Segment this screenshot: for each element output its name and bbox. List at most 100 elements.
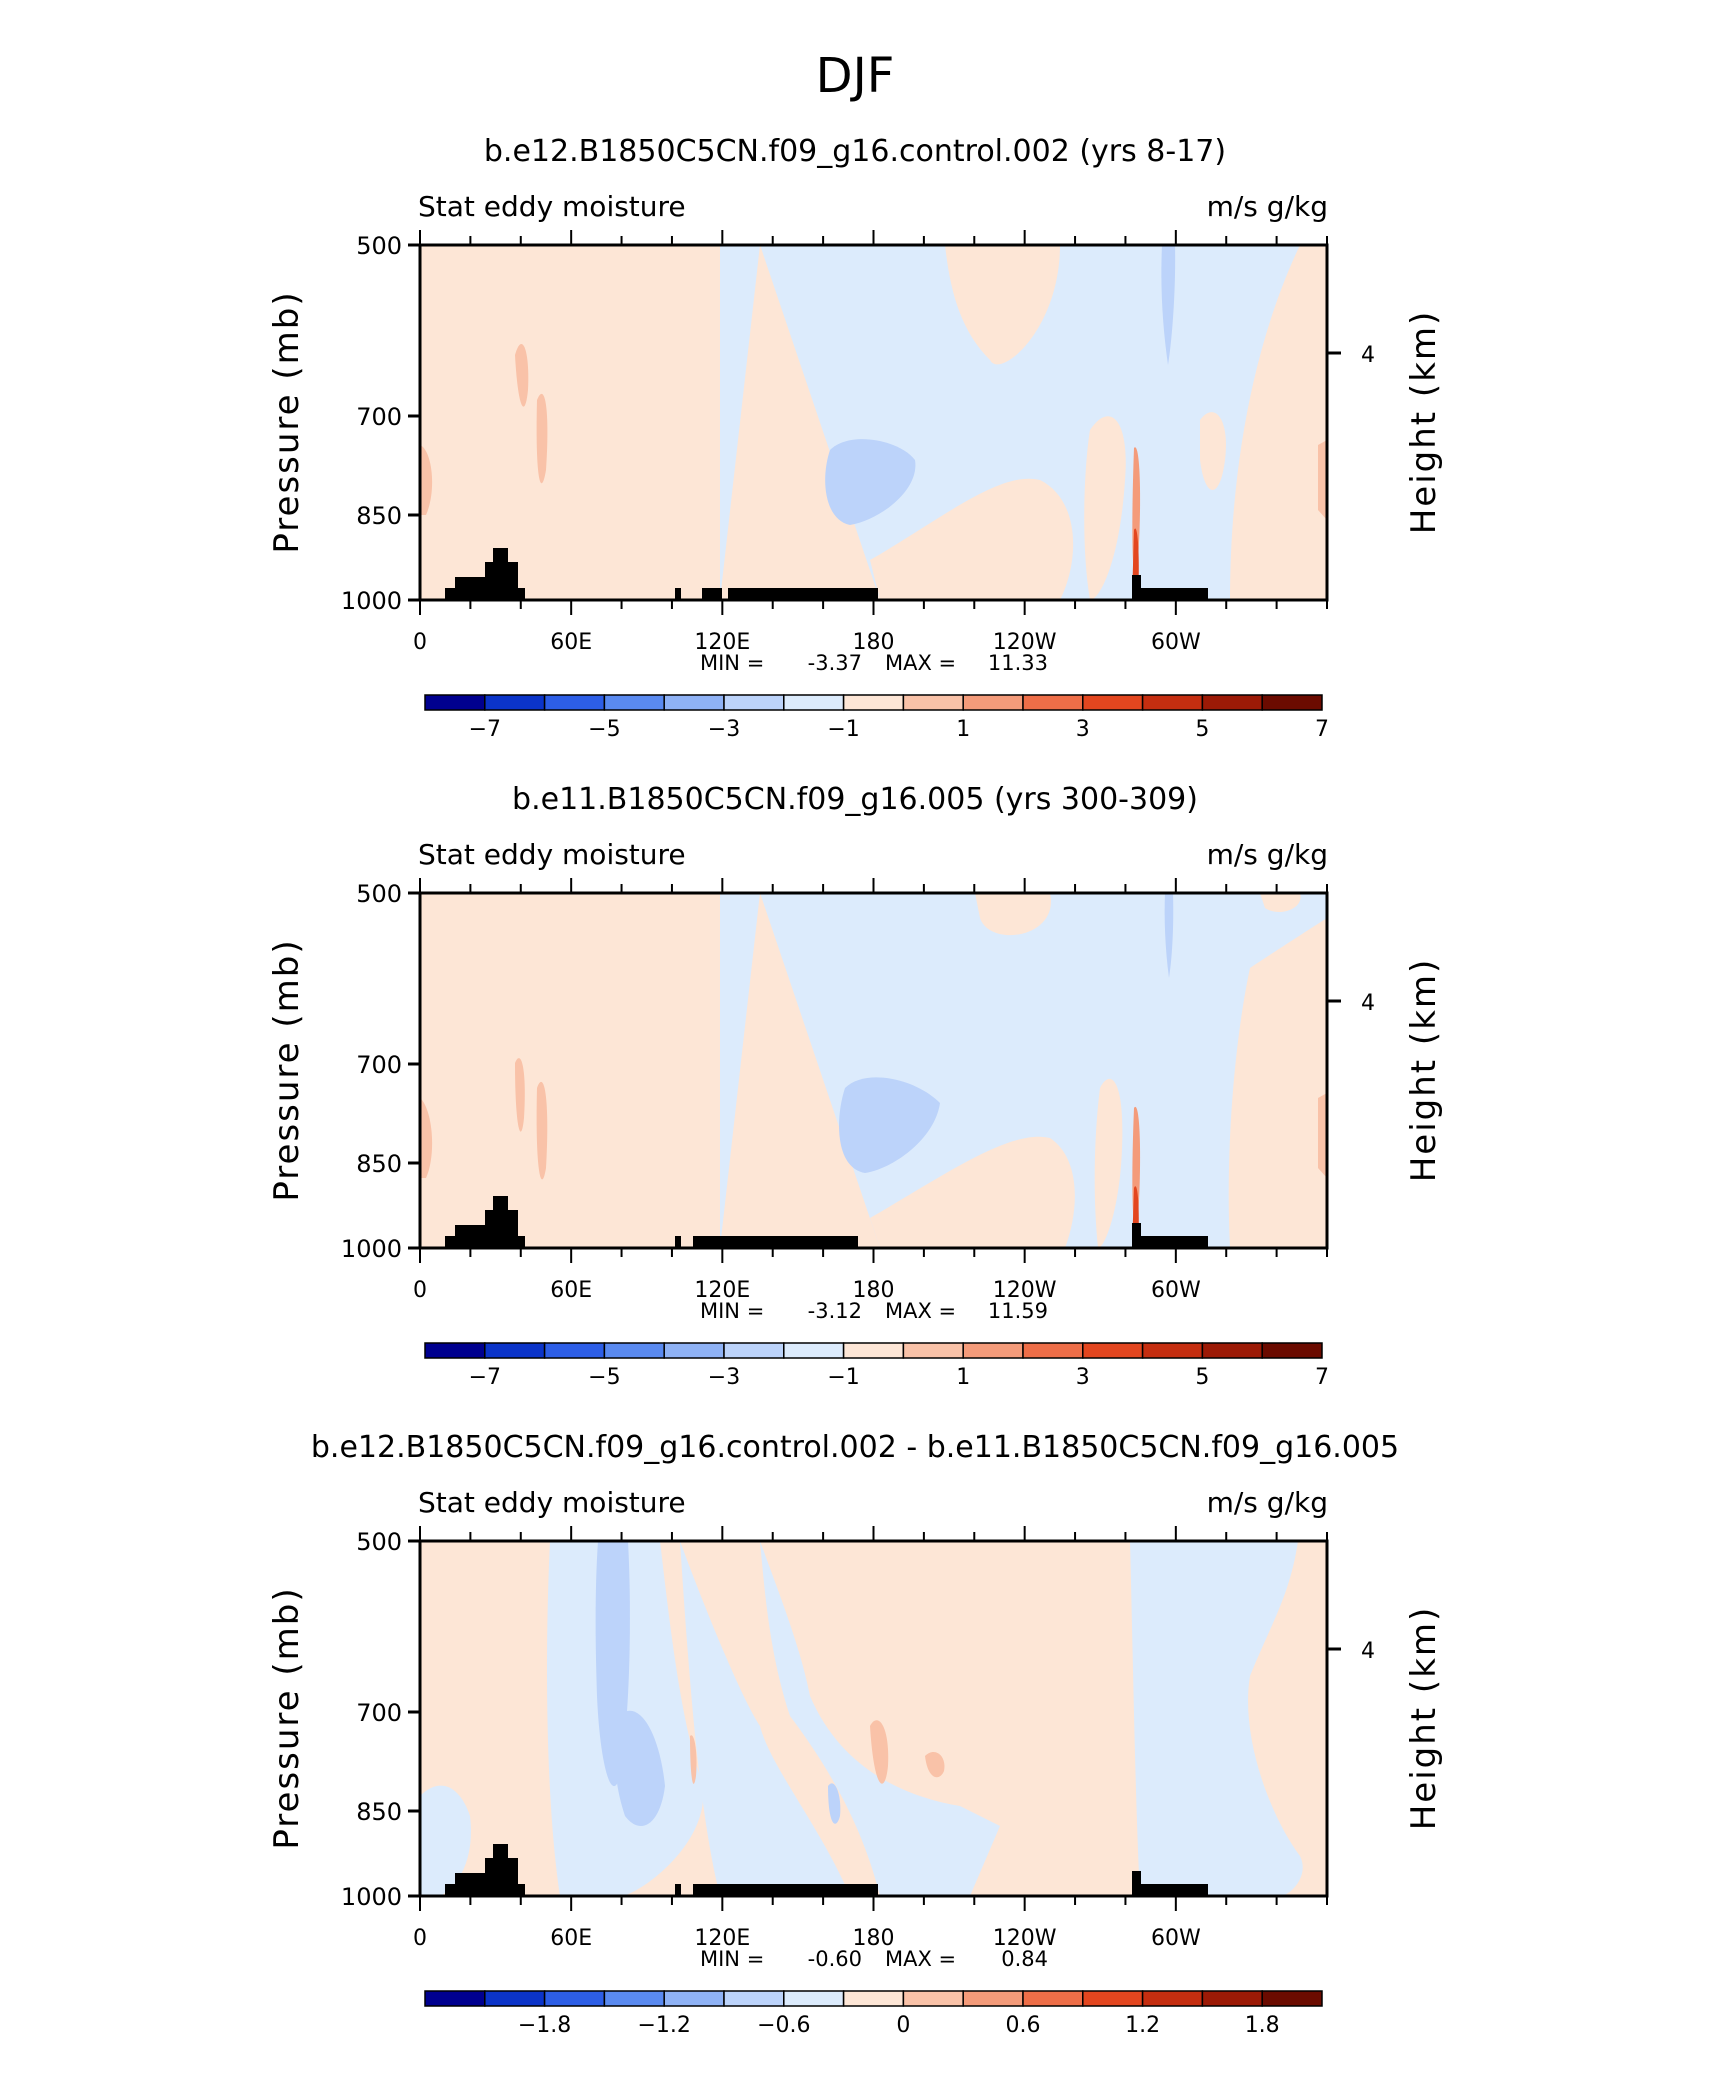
contour-region xyxy=(870,1720,889,1784)
contour-region xyxy=(680,1541,850,1896)
colorbar-segment xyxy=(962,1342,1024,1359)
contour-region xyxy=(515,343,529,407)
max-label: MAX = xyxy=(885,1299,956,1323)
contour-region xyxy=(1130,1541,1303,1896)
x-tick-label: 120W xyxy=(993,1278,1057,1303)
x-tick-label: 60W xyxy=(1151,1278,1201,1303)
colorbar-segment xyxy=(1261,1990,1323,2007)
y-right-axis-label: Height (km) xyxy=(1404,1606,1444,1831)
y-tick-label: 500 xyxy=(356,880,402,908)
contour-region xyxy=(828,1783,841,1824)
colorbar-label: 3 xyxy=(1076,717,1090,742)
contour-region xyxy=(870,1136,1075,1248)
colorbar-label: −1 xyxy=(827,717,859,742)
contour-region xyxy=(720,893,880,1248)
colorbar-segment xyxy=(723,1342,785,1359)
colorbar-segment xyxy=(1082,1342,1144,1359)
y-right-axis-label: Height (km) xyxy=(1404,958,1444,1183)
panels: b.e12.B1850C5CN.f09_g16.control.002 (yrs… xyxy=(267,134,1444,2038)
contour-region xyxy=(1161,245,1176,365)
x-tick-label: 0 xyxy=(413,1926,427,1951)
contour-region xyxy=(1200,412,1226,490)
min-value: -3.12 xyxy=(808,1299,862,1323)
contour-region xyxy=(1318,440,1327,520)
colorbar-label: 0 xyxy=(896,2013,910,2038)
y-tick-label: 1000 xyxy=(341,1883,402,1911)
contour-region xyxy=(1094,1078,1123,1248)
colorbar-label: −1.2 xyxy=(637,2013,690,2038)
y-tick-label: 850 xyxy=(356,1150,402,1178)
colorbar-label: 5 xyxy=(1195,717,1209,742)
topography-mask xyxy=(675,1884,681,1896)
x-tick-label: 180 xyxy=(853,1278,895,1303)
x-tick-label: 60W xyxy=(1151,1926,1201,1951)
colorbar-segment xyxy=(783,694,845,711)
contour-region xyxy=(945,245,1060,365)
colorbar-segment xyxy=(1201,1342,1263,1359)
x-tick-label: 180 xyxy=(853,1926,895,1951)
colorbar-label: 5 xyxy=(1195,1365,1209,1390)
colorbar-segment xyxy=(902,1990,964,2007)
contour-region xyxy=(690,1735,697,1784)
y-tick-label: 700 xyxy=(356,1699,402,1727)
topography-mask xyxy=(1132,1223,1208,1248)
contour-field xyxy=(420,893,1327,1248)
max-value: 11.33 xyxy=(988,651,1048,675)
panel-3: b.e12.B1850C5CN.f09_g16.control.002 - b.… xyxy=(267,1430,1444,2038)
contour-region xyxy=(1164,893,1174,978)
max-label: MAX = xyxy=(885,651,956,675)
panel-title: b.e12.B1850C5CN.f09_g16.control.002 - b.… xyxy=(311,1430,1399,1465)
y-tick-label: 700 xyxy=(356,403,402,431)
right-string: m/s g/kg xyxy=(1207,1486,1328,1519)
topography-mask xyxy=(675,588,681,600)
topography-mask xyxy=(693,1236,858,1248)
min-value: -3.37 xyxy=(808,651,862,675)
contour-field xyxy=(420,1541,1327,1896)
x-tick-label: 60W xyxy=(1151,630,1201,655)
colorbar-segment xyxy=(543,1990,606,2007)
colorbar-label: 1.8 xyxy=(1245,2013,1280,2038)
contour-region xyxy=(825,439,916,525)
y-tick-label: 700 xyxy=(356,1051,402,1079)
x-tick-label: 60E xyxy=(550,1926,592,1951)
colorbar-segment xyxy=(424,1990,486,2007)
x-tick-label: 60E xyxy=(550,1278,592,1303)
colorbar-segment xyxy=(902,1342,964,1359)
colorbar-label: −7 xyxy=(469,1365,501,1390)
x-tick-label: 120E xyxy=(694,630,750,655)
contour-region xyxy=(1084,416,1126,600)
colorbar-segment xyxy=(543,1342,606,1359)
y-tick-label: 500 xyxy=(356,1528,402,1556)
y-tick-label: 850 xyxy=(356,1798,402,1826)
colorbar-segment xyxy=(1141,694,1204,711)
x-tick-label: 180 xyxy=(853,630,895,655)
x-tick-label: 60E xyxy=(550,630,592,655)
colorbar-segment xyxy=(424,1342,486,1359)
y-right-tick-label: 4 xyxy=(1361,991,1375,1016)
colorbar-segment xyxy=(663,1342,725,1359)
panel-title: b.e12.B1850C5CN.f09_g16.control.002 (yrs… xyxy=(484,134,1226,169)
contour-region xyxy=(614,1710,665,1826)
colorbar-segment xyxy=(783,1990,845,2007)
contour-region xyxy=(975,893,1051,936)
x-tick-label: 120E xyxy=(694,1926,750,1951)
colorbar-label: 3 xyxy=(1076,1365,1090,1390)
panel-2: b.e11.B1850C5CN.f09_g16.005 (yrs 300-309… xyxy=(267,782,1444,1390)
colorbar-segment xyxy=(723,694,785,711)
topography-mask xyxy=(675,1236,681,1248)
colorbar-label: −1 xyxy=(827,1365,859,1390)
y-right-tick-label: 4 xyxy=(1361,343,1375,368)
x-tick-label: 0 xyxy=(413,1278,427,1303)
contour-region xyxy=(839,1077,940,1173)
contour-region xyxy=(515,1058,525,1132)
colorbar-label: −7 xyxy=(469,717,501,742)
colorbar-segment xyxy=(962,694,1024,711)
max-value: 11.59 xyxy=(988,1299,1048,1323)
colorbar-label: 1 xyxy=(956,1365,970,1390)
y-axis-label: Pressure (mb) xyxy=(267,1586,307,1849)
colorbar-segment xyxy=(723,1990,785,2007)
topography-mask xyxy=(445,548,525,600)
topography-mask xyxy=(728,588,878,600)
colorbar-segment xyxy=(663,694,725,711)
